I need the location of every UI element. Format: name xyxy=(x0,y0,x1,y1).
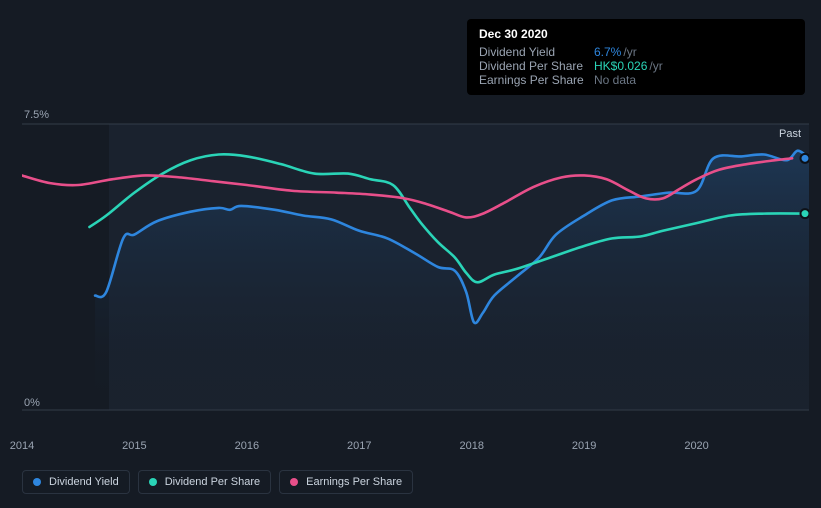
legend-swatch xyxy=(290,478,298,486)
tooltip-unit: /yr xyxy=(649,59,662,73)
x-axis-label: 2020 xyxy=(684,440,708,452)
chart-svg: 7.5% 0% xyxy=(22,100,809,420)
legend-item[interactable]: Earnings Per Share xyxy=(279,470,413,494)
y-axis-label: 0% xyxy=(24,397,40,409)
legend-item[interactable]: Dividend Per Share xyxy=(138,470,271,494)
x-axis-label: 2019 xyxy=(572,440,596,452)
legend-label: Dividend Yield xyxy=(49,476,119,488)
tooltip-row: Dividend Per ShareHK$0.026 /yr xyxy=(479,59,793,73)
tooltip-label: Earnings Per Share xyxy=(479,73,594,87)
x-axis-label: 2016 xyxy=(235,440,259,452)
tooltip-value: No data xyxy=(594,73,636,87)
tooltip-row: Earnings Per ShareNo data xyxy=(479,73,793,87)
legend: Dividend Yield Dividend Per Share Earnings… xyxy=(22,470,413,494)
chart-tooltip: Dec 30 2020 Dividend Yield6.7% /yrDivide… xyxy=(467,19,805,95)
y-axis-label: 7.5% xyxy=(24,109,49,121)
legend-swatch xyxy=(149,478,157,486)
series-end-marker xyxy=(801,154,810,163)
x-axis-label: 2015 xyxy=(122,440,146,452)
legend-swatch xyxy=(33,478,41,486)
tooltip-date: Dec 30 2020 xyxy=(479,27,793,41)
x-axis-label: 2017 xyxy=(347,440,371,452)
tooltip-row: Dividend Yield6.7% /yr xyxy=(479,45,793,59)
chart-area: 7.5% 0% Past xyxy=(22,100,809,438)
x-axis-labels: 2014201520162017201820192020 xyxy=(22,440,809,458)
tooltip-value: HK$0.026 xyxy=(594,59,647,73)
past-label: Past xyxy=(779,128,801,140)
legend-item[interactable]: Dividend Yield xyxy=(22,470,130,494)
series-end-marker xyxy=(801,209,810,218)
tooltip-label: Dividend Per Share xyxy=(479,59,594,73)
legend-label: Earnings Per Share xyxy=(306,476,402,488)
x-axis-label: 2014 xyxy=(10,440,34,452)
tooltip-label: Dividend Yield xyxy=(479,45,594,59)
legend-label: Dividend Per Share xyxy=(165,476,260,488)
x-axis-label: 2018 xyxy=(459,440,483,452)
tooltip-value: 6.7% xyxy=(594,45,621,59)
tooltip-unit: /yr xyxy=(623,45,636,59)
